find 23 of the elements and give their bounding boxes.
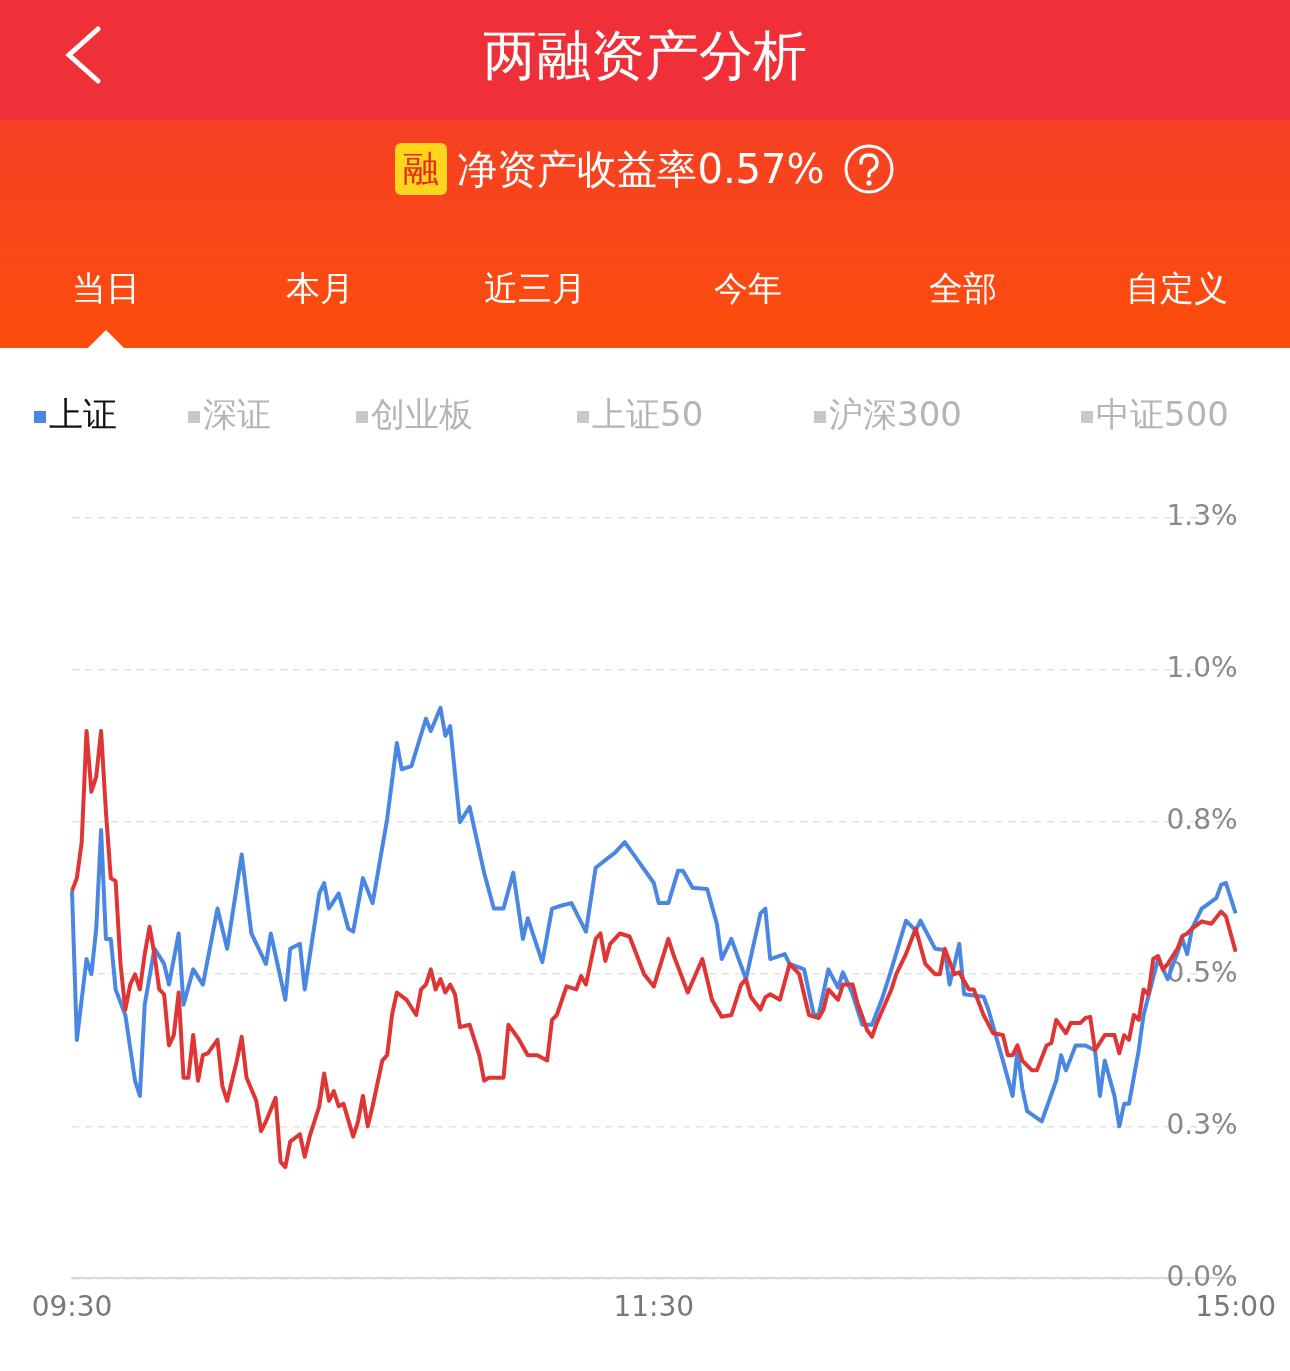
text: 上证50 (592, 394, 704, 434)
x-tick-label: 09:30 (31, 1290, 113, 1324)
text: 融 (395, 143, 448, 195)
y-tick-label: 0.3% (1166, 1107, 1238, 1141)
text: 今年 (713, 267, 783, 310)
text: 全部 (928, 267, 998, 310)
legend-label: 上证 (49, 394, 117, 434)
chart-subtitle: 净资产收益率0.57% (457, 144, 825, 194)
text: 创业板 (371, 394, 473, 434)
text: 深证 (203, 394, 271, 434)
text: 自定义 (1125, 267, 1229, 310)
text: 沪深300 (829, 394, 962, 434)
y-tick-label: 0.8% (1166, 803, 1238, 837)
chart-title: 两融资产分析 (482, 23, 808, 89)
y-tick-label: 0.0% (1166, 1259, 1238, 1293)
y-tick-label: 1.3% (1166, 499, 1238, 533)
text: 中证500 (1096, 394, 1229, 434)
x-tick-label: 11:30 (613, 1290, 695, 1324)
y-tick-label: 1.0% (1166, 651, 1238, 685)
text: 本月 (285, 267, 355, 310)
text: 近三月 (483, 267, 587, 310)
x-tick-label: 15:00 (1195, 1290, 1277, 1324)
text: 当日 (71, 267, 141, 310)
